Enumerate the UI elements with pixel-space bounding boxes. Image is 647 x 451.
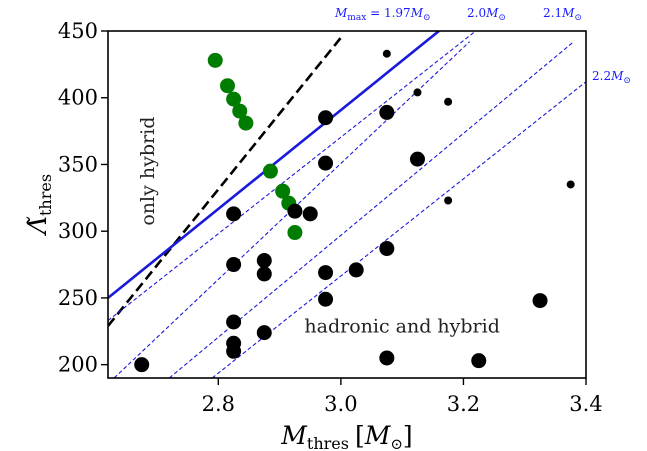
annotations: only hybrid hadronic and hybrid <box>137 117 500 338</box>
data-point-green <box>232 103 248 119</box>
data-point-black <box>256 253 272 269</box>
data-point-green <box>275 183 291 199</box>
data-point-green <box>287 225 303 241</box>
y-tick-label: 200 <box>58 353 98 377</box>
data-point-black <box>532 293 548 309</box>
x-tick-label: 3.0 <box>324 392 357 416</box>
data-point-black <box>379 241 395 257</box>
data-point-black <box>256 266 272 282</box>
y-axis-label: Λ̃thres <box>23 174 55 236</box>
reference-line-dashed-black <box>108 36 342 327</box>
data-point-black <box>444 97 453 106</box>
data-point-black <box>318 265 334 281</box>
y-tick-label: 350 <box>58 152 98 176</box>
data-point-black <box>382 49 391 58</box>
reference-line-mass-3 <box>113 41 470 378</box>
data-point-black <box>471 353 487 369</box>
line-label: 2.2M⊙ <box>592 69 631 86</box>
line-label: 2.1M⊙ <box>543 6 582 23</box>
y-tick-label: 250 <box>58 286 98 310</box>
data-point-black <box>379 350 395 366</box>
reference-lines <box>108 31 586 378</box>
data-point-black <box>134 357 150 373</box>
data-point-black <box>256 325 272 341</box>
data-point-black <box>318 291 334 307</box>
x-tick-label: 2.8 <box>202 392 235 416</box>
data-point-black <box>226 314 242 330</box>
data-point-black <box>379 104 395 120</box>
data-point-black <box>413 88 422 97</box>
data-point-green <box>207 52 223 68</box>
x-tick-label: 3.4 <box>569 392 602 416</box>
y-tick-label: 400 <box>58 86 98 110</box>
y-tick-label: 300 <box>58 219 98 243</box>
line-label: Mmax = 1.97M⊙ <box>334 6 431 23</box>
data-point-green <box>262 163 278 179</box>
data-point-black <box>409 151 425 167</box>
plot-frame <box>107 30 587 379</box>
data-point-black <box>226 343 242 359</box>
data-point-black <box>444 196 453 205</box>
data-point-green <box>220 78 235 94</box>
data-point-black <box>287 203 303 219</box>
data-points <box>134 49 575 373</box>
data-point-black <box>318 155 334 171</box>
data-point-black <box>348 262 364 278</box>
x-tick-label: 3.2 <box>447 392 480 416</box>
y-tick-label: 450 <box>58 19 98 43</box>
reference-line-mass-5 <box>211 81 586 378</box>
x-axis-label: Mthres [M⊙] <box>280 421 412 451</box>
annotation-only-hybrid: only hybrid <box>137 117 159 226</box>
data-point-black <box>226 257 242 273</box>
data-point-green <box>238 115 254 131</box>
ticks: 2.8 3.0 3.2 3.4 200 250 300 350 400 450 <box>58 19 603 416</box>
data-point-black <box>226 206 242 222</box>
data-point-black <box>318 110 334 126</box>
line-label: 2.0M⊙ <box>467 6 506 23</box>
data-point-green <box>226 91 242 107</box>
data-point-black <box>302 206 318 222</box>
reference-line-mass-2 <box>108 31 477 322</box>
data-point-black <box>566 180 575 189</box>
annotation-hadronic-and-hybrid: hadronic and hybrid <box>304 316 499 338</box>
